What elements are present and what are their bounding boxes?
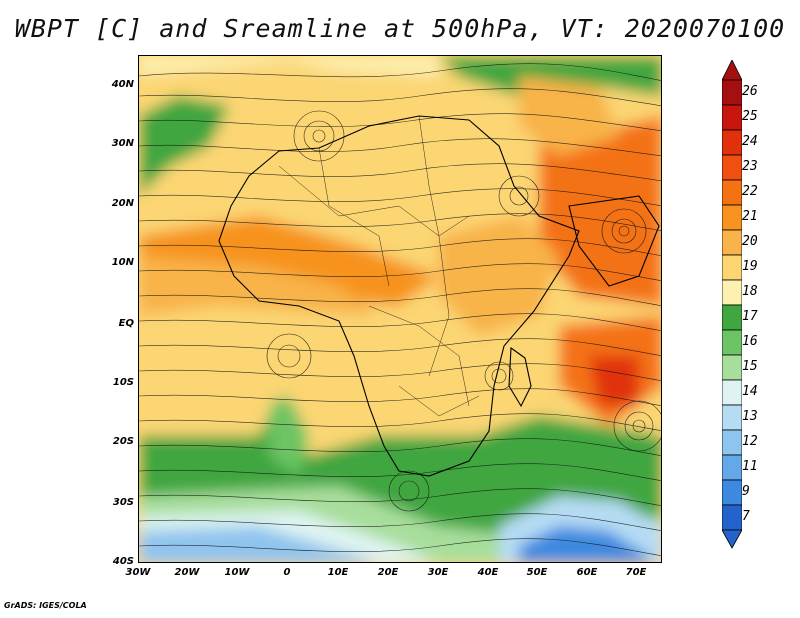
colorbar-label-20: 20 <box>742 234 758 249</box>
temperature-fill <box>139 56 661 562</box>
colorbar-label-25: 25 <box>742 109 758 124</box>
colorbar-label-24: 24 <box>742 134 758 149</box>
colorbar-swatch-15 <box>722 354 742 381</box>
lon-label-0: 0 <box>283 567 291 578</box>
lon-label-70e: 70E <box>625 567 647 578</box>
colorbar-label-18: 18 <box>742 284 758 299</box>
colorbar <box>722 60 742 549</box>
colorbar-label-16: 16 <box>742 334 758 349</box>
lon-label-60e: 60E <box>576 567 598 578</box>
colorbar-swatch-20 <box>722 229 742 256</box>
lat-label-eq: EQ <box>118 318 134 329</box>
colorbar-label-11: 11 <box>742 459 758 474</box>
colorbar-top-arrow <box>722 60 742 81</box>
colorbar-swatch-21 <box>722 204 742 231</box>
coastlines <box>218 115 660 477</box>
colorbar-swatch-12 <box>722 429 742 456</box>
lon-label-10w: 10W <box>224 567 250 578</box>
lon-label-30w: 30W <box>125 567 151 578</box>
colorbar-swatch-9 <box>722 479 742 506</box>
map-plot[interactable] <box>138 55 662 563</box>
colorbar-swatch-25 <box>722 104 742 131</box>
lon-label-20e: 20E <box>377 567 399 578</box>
colorbar-bottom-arrow <box>722 529 742 549</box>
colorbar-label-15: 15 <box>742 359 758 374</box>
colorbar-label-23: 23 <box>742 159 758 174</box>
colorbar-swatch-11 <box>722 454 742 481</box>
lon-label-10e: 10E <box>327 567 349 578</box>
colorbar-swatch-23 <box>722 154 742 181</box>
lat-label-10s: 10S <box>112 377 134 388</box>
lat-label-10n: 10N <box>111 257 134 268</box>
lon-label-20w: 20W <box>174 567 200 578</box>
colorbar-swatch-26 <box>722 79 742 106</box>
colorbar-label-21: 21 <box>742 209 758 224</box>
colorbar-swatch-14 <box>722 379 742 406</box>
colorbar-swatch-13 <box>722 404 742 431</box>
colorbar-label-26: 26 <box>742 84 758 99</box>
streamlines <box>139 63 661 556</box>
colorbar-label-12: 12 <box>742 434 758 449</box>
colorbar-label-17: 17 <box>742 309 758 324</box>
lat-label-30s: 30S <box>112 497 134 508</box>
lat-label-20s: 20S <box>112 436 134 447</box>
colorbar-label-7: 7 <box>742 509 750 524</box>
lat-label-40n: 40N <box>111 79 134 90</box>
colorbar-swatch-7 <box>722 504 742 531</box>
colorbar-swatch-19 <box>722 254 742 281</box>
lon-label-50e: 50E <box>526 567 548 578</box>
lat-label-20n: 20N <box>111 198 134 209</box>
colorbar-label-19: 19 <box>742 259 758 274</box>
borders <box>278 115 480 417</box>
footer-credit: GrADS: IGES/COLA <box>4 601 87 610</box>
lat-label-30n: 30N <box>111 138 134 149</box>
wbpt-field <box>139 56 661 562</box>
colorbar-swatch-16 <box>722 329 742 356</box>
colorbar-swatch-17 <box>722 304 742 331</box>
lat-label-40s: 40S <box>112 556 134 567</box>
colorbar-label-9: 9 <box>742 484 750 499</box>
colorbar-label-22: 22 <box>742 184 758 199</box>
lon-label-30e: 30E <box>427 567 449 578</box>
chart-title: WBPT [C] and Sreamline at 500hPa, VT: 20… <box>14 14 786 43</box>
colorbar-label-13: 13 <box>742 409 758 424</box>
colorbar-swatch-22 <box>722 179 742 206</box>
colorbar-swatch-24 <box>722 129 742 156</box>
lon-label-40e: 40E <box>477 567 499 578</box>
colorbar-label-14: 14 <box>742 384 758 399</box>
colorbar-swatch-18 <box>722 279 742 306</box>
